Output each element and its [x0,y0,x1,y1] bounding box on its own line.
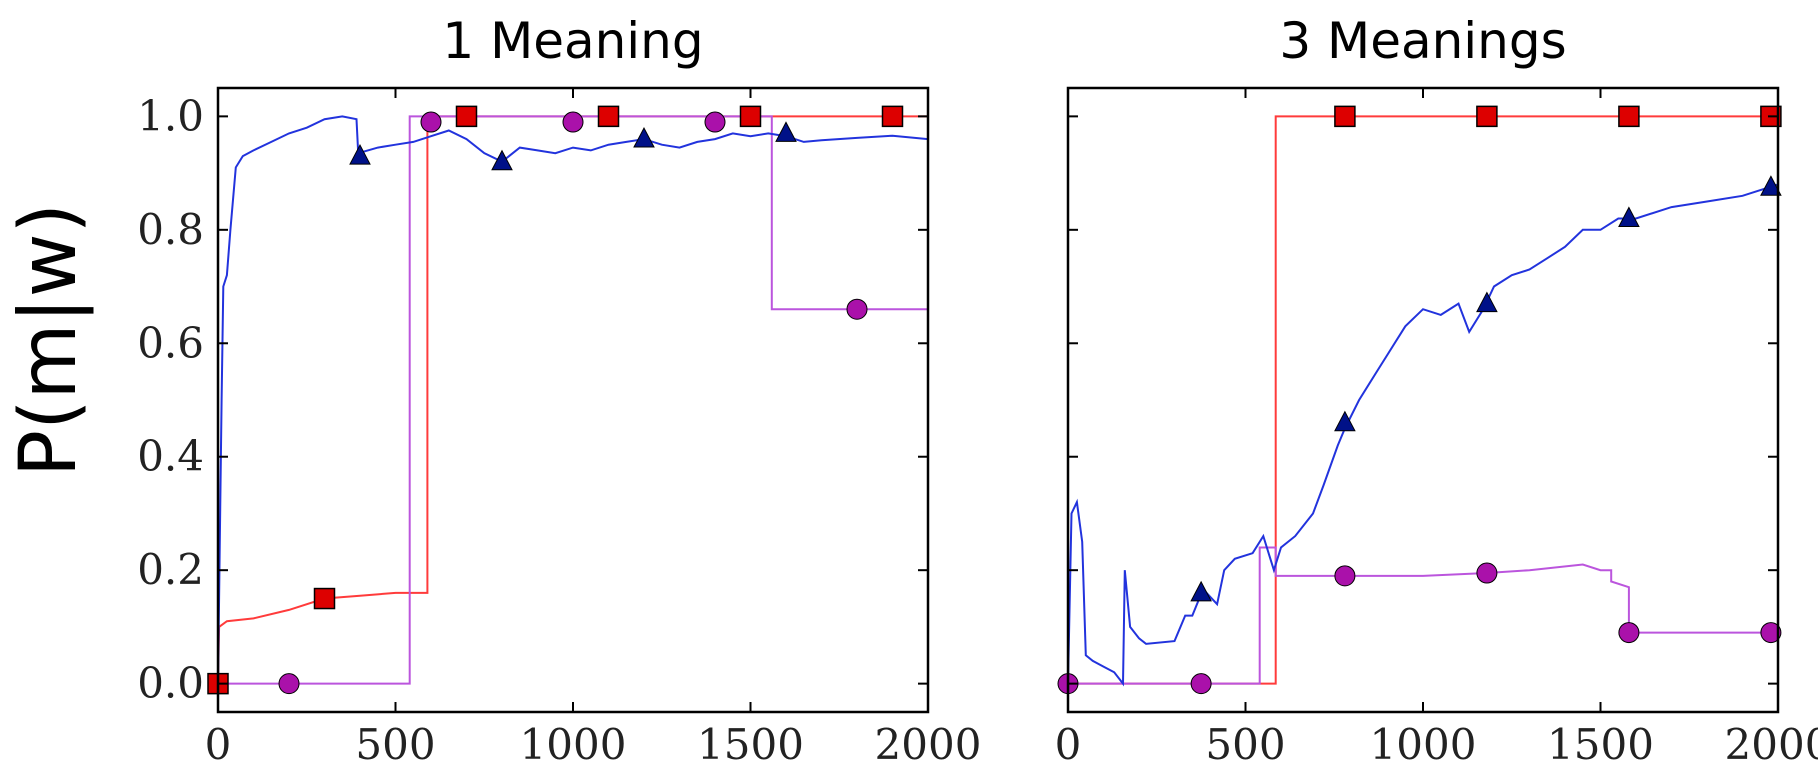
panel-title: 1 Meaning [442,12,703,70]
blue-triangle-series-line [1068,183,1778,687]
square-marker [1476,105,1498,128]
blue-triangle-series-line [218,115,928,684]
triangle-marker [775,121,797,142]
triangle-marker [349,143,371,165]
square-marker [1334,105,1356,128]
circle-marker [1190,673,1212,695]
y-axis-label: P(m|w) [4,203,94,477]
panel-title: 3 Meanings [1279,12,1566,70]
x-tick-label: 0 [1055,720,1082,765]
panel-3-meanings: 3 Meanings 0 500 1000 1500 2000 [1055,12,1818,765]
y-tick-label: 0.4 [137,432,204,481]
x-tick-label: 1500 [697,720,804,765]
triangle-marker [1334,410,1356,432]
triangle-marker [1618,206,1640,227]
red-square-series-line [1068,115,1778,685]
x-tick-label: 1500 [1547,720,1654,765]
panel-1-meaning: 1 Meaning 0 500 1000 1500 2000 0.0 0.2 0.4 0.6 0.8… [137,12,981,765]
circle-marker [704,111,726,133]
circle-marker [1334,565,1356,587]
y-tick-label: 1.0 [137,91,204,140]
triangle-marker [633,126,655,148]
x-tick-label: 1000 [1370,720,1477,765]
triangle-marker [491,149,513,171]
x-tick-label: 500 [355,720,435,765]
x-tick-label: 2000 [875,720,982,765]
y-tick-label: 0.8 [137,205,204,254]
magenta-circle-series-line [218,115,928,685]
circle-marker [1618,622,1640,644]
square-marker [313,587,336,610]
x-tick-label: 0 [205,720,232,765]
circle-marker [278,673,300,695]
square-marker [455,105,478,128]
plot-frame [216,86,930,714]
magenta-circle-series-line [1068,546,1778,685]
triangle-marker [1760,175,1782,196]
triangle-marker [1190,580,1212,602]
plot-frame [1066,86,1780,714]
triangle-marker [1476,291,1498,313]
circle-marker [562,111,584,133]
y-tick-label: 0.6 [137,318,204,367]
circle-marker [420,111,442,133]
circle-marker [1476,562,1498,584]
x-tick-label: 500 [1205,720,1285,765]
square-marker [881,105,904,128]
y-tick-label: 0.0 [137,659,204,708]
circle-marker [1760,622,1782,644]
y-tick-label: 0.2 [137,545,204,594]
square-marker [739,105,762,128]
square-marker [1618,105,1640,128]
circle-marker [846,298,868,320]
square-marker [597,105,620,128]
x-tick-label: 1000 [520,720,627,765]
x-tick-label: 2000 [1725,720,1818,765]
